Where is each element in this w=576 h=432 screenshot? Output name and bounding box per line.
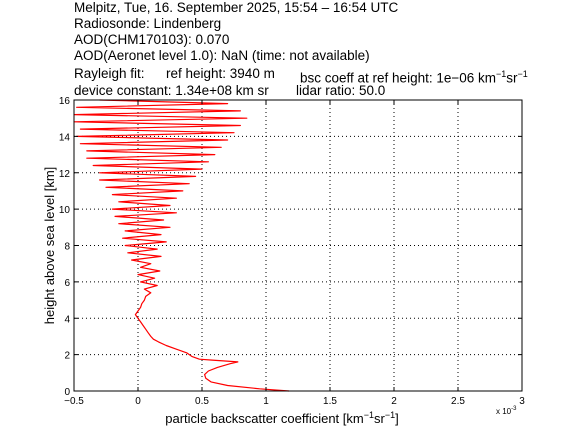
y-tick-label: 16	[59, 96, 71, 107]
data-series	[73, 99, 290, 392]
x-tick-label: −0.5	[64, 396, 84, 407]
x-tick-label: 3	[519, 396, 525, 407]
y-axis-title: height above sea level [km]	[42, 167, 57, 325]
bsc-coeff-text: bsc coeff at ref height: 1e−06 km−1sr−1	[300, 69, 528, 86]
title-line-aod-aeronet: AOD(Aeronet level 1.0): NaN (time: not a…	[74, 48, 370, 63]
y-tick-label: 10	[59, 205, 71, 216]
backscatter-profile-line	[73, 99, 290, 392]
y-tick-label: 12	[59, 169, 71, 180]
x-axis-multiplier-exp: -3	[511, 406, 517, 412]
ref-height-text: ref height: 3940 m	[166, 66, 275, 81]
y-tick-label: 8	[64, 242, 70, 253]
title-line-radiosonde: Radiosonde: Lindenberg	[74, 16, 222, 31]
y-tick-label: 2	[64, 351, 70, 362]
lidar-ratio-text: lidar ratio: 50.0	[296, 83, 386, 98]
y-tick-label: 14	[59, 132, 71, 143]
x-axis-title: particle backscatter coefficient [km−1sr…	[165, 410, 398, 426]
bsc-coeff-value: bsc coeff at ref height: 1e−06 km	[300, 70, 496, 86]
x-axis-title-text: particle backscatter coefficient [km	[165, 411, 363, 426]
rayleigh-fit-label: Rayleigh fit:	[74, 66, 145, 81]
x-axis-multiplier: x 10-3	[496, 406, 517, 416]
x-axis-multiplier-base: x 10	[496, 407, 512, 416]
x-tick-label: 2.5	[451, 396, 465, 407]
title-line-aod-chm: AOD(CHM170103): 0.070	[74, 32, 230, 47]
device-constant-text: device constant: 1.34e+08 km sr	[74, 83, 269, 98]
y-tick-label: 4	[64, 314, 70, 325]
y-tick-label: 6	[64, 278, 70, 289]
plot-frame	[73, 99, 523, 392]
title-line-site-date: Melpitz, Tue, 16. September 2025, 15:54 …	[74, 0, 399, 15]
x-tick-label: 0.5	[195, 396, 209, 407]
x-tick-label: 2	[391, 396, 397, 407]
x-tick-label: 0	[135, 396, 141, 407]
y-tick-label: 0	[64, 387, 70, 398]
x-tick-label: 1.5	[323, 396, 337, 407]
grid-lines	[74, 100, 522, 391]
x-tick-label: 1	[263, 396, 269, 407]
